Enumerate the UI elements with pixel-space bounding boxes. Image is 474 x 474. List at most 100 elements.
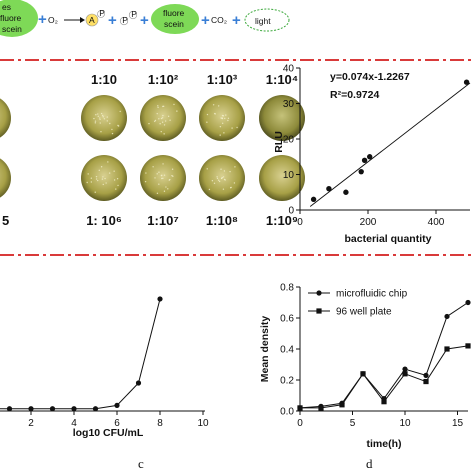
colony-dot <box>167 115 170 118</box>
legend-label: microfluidic chip <box>336 289 408 300</box>
colony-dot <box>158 183 160 185</box>
colony-dot <box>108 172 111 174</box>
light-pill <box>244 8 290 32</box>
y-tick-label: 20 <box>283 135 295 146</box>
x-tick-label: 15 <box>452 418 464 429</box>
y-tick-label: 0.6 <box>280 314 294 325</box>
colony-dot <box>100 166 103 168</box>
mean-density-chart: 0.0 0.2 0.4 0.6 0.8 0 5 10 15 time(h) Mean density… <box>259 283 471 450</box>
colony-dot <box>160 174 163 176</box>
series-line <box>0 298 161 410</box>
legend-marker <box>316 290 322 296</box>
plate-label: 1:10³ <box>207 72 238 87</box>
data-point <box>367 154 373 160</box>
colony-dot <box>156 192 159 195</box>
data-point <box>326 186 332 192</box>
data-point <box>402 366 408 372</box>
colony-dot <box>97 115 100 117</box>
data-point <box>423 378 429 385</box>
x-tick-label: 5 <box>350 418 356 429</box>
colony-dot <box>148 122 150 125</box>
colony-dot <box>216 176 218 178</box>
plate-label: 1:10⁸ <box>206 213 238 228</box>
x-tick-label: 10 <box>399 418 411 429</box>
colony-dot <box>176 110 178 112</box>
colony-dot <box>94 122 97 124</box>
colony-dot <box>94 191 96 193</box>
x-tick-label: 400 <box>428 217 445 228</box>
colony-dot <box>206 168 208 170</box>
data-point <box>28 406 34 412</box>
x-axis-label: bacterial quantity <box>345 233 432 245</box>
data-point <box>381 399 387 405</box>
colony-dot <box>154 177 156 179</box>
colony-dot <box>157 106 159 109</box>
y-tick-label: 0.8 <box>280 283 294 294</box>
colony-dot <box>165 186 167 188</box>
x-axis-label: log10 CFU/mL <box>73 427 144 439</box>
colony-dot <box>224 117 226 120</box>
co2-label: CO₂ <box>211 15 227 25</box>
plate-label: 1:10⁴ <box>266 72 298 87</box>
colony-dot <box>222 188 225 190</box>
svg-text:P: P <box>122 15 128 25</box>
colony-dot <box>87 173 89 175</box>
y-tick-label: 30 <box>283 99 295 110</box>
colony-dot <box>102 176 104 178</box>
colony-dot <box>225 114 227 116</box>
colony-dot <box>171 168 174 170</box>
phosphate-icon <box>128 10 138 20</box>
colony-dot <box>103 118 106 120</box>
colony-dot <box>115 188 117 190</box>
colony-dot <box>154 119 157 122</box>
colony-dot <box>158 171 160 173</box>
colony-dot <box>99 117 101 119</box>
legend-label: 96 well plate <box>336 307 392 318</box>
colony-dot <box>116 178 119 180</box>
x-tick-label: 0 <box>297 418 303 429</box>
colony-dot <box>106 120 108 122</box>
data-point <box>49 406 56 412</box>
plus-icon: + <box>140 12 149 29</box>
substrate-line-1: es <box>2 2 11 12</box>
colony-dot <box>152 166 154 168</box>
colony-dot <box>98 169 100 172</box>
culture-plates: 1:10 1:10² 1:10³ 1:10⁴ 5 1: 10⁶ 1:10⁷ 1:10⁸ 1:10… <box>0 72 305 228</box>
legend-marker <box>316 308 322 314</box>
substrate-line-3: scein <box>2 24 22 34</box>
x-tick-label: 2 <box>28 418 34 429</box>
colony-dot <box>163 133 165 135</box>
colony-dot <box>99 122 101 124</box>
colony-dot <box>206 113 209 116</box>
colony-dot <box>105 182 107 184</box>
colony-dot <box>107 161 109 163</box>
reaction-scheme: es fluore scein + O₂ A P + P P + fluore … <box>0 0 290 37</box>
colony-dot <box>167 188 169 190</box>
colony-dot <box>221 122 224 124</box>
colony-dot <box>162 114 164 117</box>
colony-dot <box>223 132 225 134</box>
data-point <box>157 296 163 302</box>
plus-icon: + <box>108 12 117 29</box>
colony-dot <box>94 120 97 122</box>
colony-dot <box>90 177 93 179</box>
colony-dot <box>233 182 236 184</box>
r-squared: R²=0.9724 <box>330 89 379 101</box>
colony-dot <box>90 181 93 183</box>
colony-dot <box>217 105 220 107</box>
atp-a-icon <box>85 13 99 27</box>
x-tick-label: 4 <box>71 418 77 429</box>
colony-dot <box>162 105 164 108</box>
colony-dot <box>161 117 164 119</box>
svg-text:fluore: fluore <box>163 8 185 18</box>
colony-dot <box>101 178 104 180</box>
colony-dot <box>171 174 173 177</box>
colony-dot <box>213 182 216 185</box>
colony-dot <box>221 117 223 119</box>
colony-dot <box>227 117 230 119</box>
svg-text:scein: scein <box>164 19 184 29</box>
y-tick-label: 0.0 <box>280 407 294 418</box>
colony-dot <box>169 119 171 121</box>
colony-dot <box>224 179 226 181</box>
plate-label: 5 <box>2 213 9 228</box>
